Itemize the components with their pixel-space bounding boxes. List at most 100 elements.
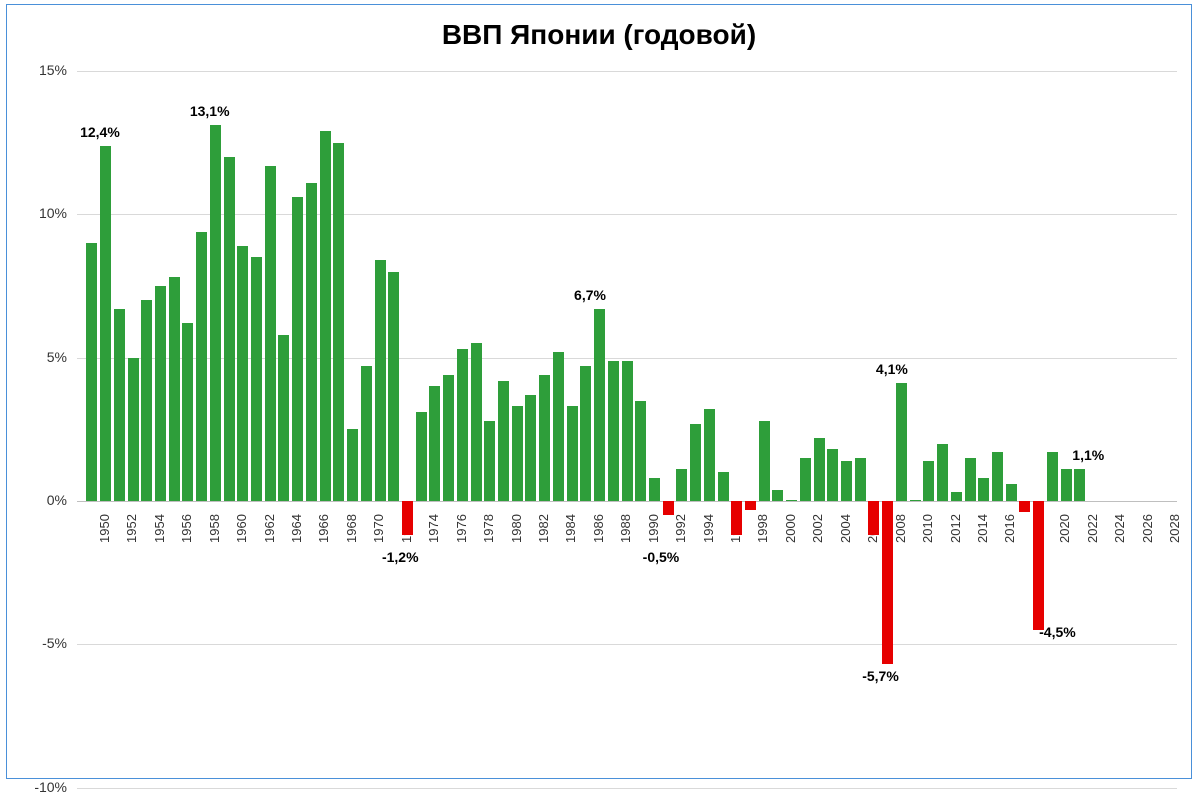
bar-1996 xyxy=(718,472,729,501)
xtick-label: 1952 xyxy=(124,514,139,543)
xtick-label: 2002 xyxy=(810,514,825,543)
chart-title: ВВП Японии (годовой) xyxy=(7,19,1191,51)
bar-1982 xyxy=(525,395,536,501)
bar-1984 xyxy=(553,352,564,501)
data-label: 6,7% xyxy=(574,287,606,303)
data-label: 12,4% xyxy=(80,124,120,140)
bar-1977 xyxy=(457,349,468,501)
bar-1979 xyxy=(484,421,495,501)
bar-1970 xyxy=(361,366,372,501)
bar-2019 xyxy=(1033,501,1044,630)
xtick-label: 2008 xyxy=(893,514,908,543)
bar-1993 xyxy=(676,469,687,501)
bar-1972 xyxy=(388,272,399,501)
bar-2000 xyxy=(772,490,783,501)
data-label: 13,1% xyxy=(190,103,230,119)
xtick-label: 2016 xyxy=(1002,514,1017,543)
bar-2017 xyxy=(1006,484,1017,501)
bar-2001 xyxy=(786,500,797,501)
gridline xyxy=(77,501,1177,502)
gridline xyxy=(77,214,1177,215)
xtick-label: 2022 xyxy=(1085,514,1100,543)
bar-1952 xyxy=(114,309,125,501)
bar-2016 xyxy=(992,452,1003,501)
bar-2018 xyxy=(1019,501,1030,512)
bar-1955 xyxy=(155,286,166,501)
bar-1959 xyxy=(210,125,221,501)
data-label: 4,1% xyxy=(876,361,908,377)
bar-1956 xyxy=(169,277,180,501)
bar-2006 xyxy=(855,458,866,501)
xtick-label: 1962 xyxy=(262,514,277,543)
xtick-label: 1968 xyxy=(344,514,359,543)
xtick-label: 1966 xyxy=(316,514,331,543)
bar-1963 xyxy=(265,166,276,501)
xtick-label: 2028 xyxy=(1167,514,1182,543)
data-label: -4,5% xyxy=(1039,624,1076,640)
bar-1966 xyxy=(306,183,317,501)
bar-1976 xyxy=(443,375,454,501)
bar-1957 xyxy=(182,323,193,501)
bar-1969 xyxy=(347,429,358,501)
bar-1986 xyxy=(580,366,591,501)
bar-1991 xyxy=(649,478,660,501)
bar-1980 xyxy=(498,381,509,501)
ytick-label: -10% xyxy=(27,779,67,795)
bar-1962 xyxy=(251,257,262,501)
bar-2012 xyxy=(937,444,948,501)
ytick-label: 5% xyxy=(27,349,67,365)
xtick-label: 1998 xyxy=(755,514,770,543)
bar-2015 xyxy=(978,478,989,501)
xtick-label: 1960 xyxy=(234,514,249,543)
xtick-label: 1980 xyxy=(509,514,524,543)
gridline xyxy=(77,71,1177,72)
ytick-label: 0% xyxy=(27,492,67,508)
xtick-label: 2014 xyxy=(975,514,990,543)
bar-1989 xyxy=(622,361,633,501)
bar-1975 xyxy=(429,386,440,501)
xtick-label: 1986 xyxy=(591,514,606,543)
xtick-label: 1976 xyxy=(454,514,469,543)
xtick-label: 1956 xyxy=(179,514,194,543)
bar-1999 xyxy=(759,421,770,501)
xtick-label: 2000 xyxy=(783,514,798,543)
ytick-label: -5% xyxy=(27,635,67,651)
xtick-label: 1958 xyxy=(207,514,222,543)
bar-1998 xyxy=(745,501,756,510)
bar-1974 xyxy=(416,412,427,501)
bar-2007 xyxy=(868,501,879,535)
xtick-label: 2026 xyxy=(1140,514,1155,543)
bar-1981 xyxy=(512,406,523,501)
bar-1958 xyxy=(196,232,207,501)
bar-2002 xyxy=(800,458,811,501)
bar-2011 xyxy=(923,461,934,501)
bar-1983 xyxy=(539,375,550,501)
bar-1994 xyxy=(690,424,701,501)
xtick-label: 1984 xyxy=(563,514,578,543)
bar-2022 xyxy=(1074,469,1085,501)
xtick-label: 1978 xyxy=(481,514,496,543)
xtick-label: 1974 xyxy=(426,514,441,543)
bar-1985 xyxy=(567,406,578,501)
bar-2013 xyxy=(951,492,962,501)
bar-1950 xyxy=(86,243,97,501)
xtick-label: 1990 xyxy=(646,514,661,543)
xtick-label: 1970 xyxy=(371,514,386,543)
data-label: -5,7% xyxy=(862,668,899,684)
bar-2009 xyxy=(896,383,907,501)
bar-1954 xyxy=(141,300,152,501)
xtick-label: 1982 xyxy=(536,514,551,543)
xtick-label: 1992 xyxy=(673,514,688,543)
bar-1967 xyxy=(320,131,331,501)
bar-1973 xyxy=(402,501,413,535)
bar-2020 xyxy=(1047,452,1058,501)
data-label: -0,5% xyxy=(643,549,680,565)
bar-2014 xyxy=(965,458,976,501)
bar-1997 xyxy=(731,501,742,535)
bar-1965 xyxy=(292,197,303,501)
xtick-label: 2010 xyxy=(920,514,935,543)
xtick-label: 1988 xyxy=(618,514,633,543)
bar-1951 xyxy=(100,146,111,501)
bar-1961 xyxy=(237,246,248,501)
xtick-label: 2020 xyxy=(1057,514,1072,543)
